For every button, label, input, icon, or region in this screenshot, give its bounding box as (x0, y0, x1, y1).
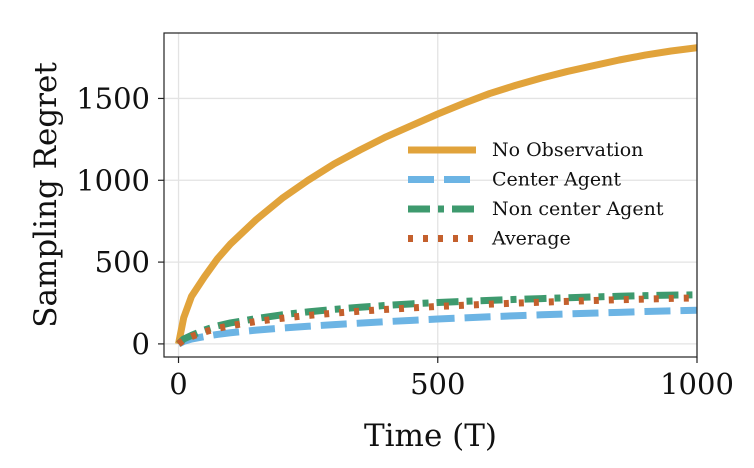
y-tick-label-0: 0 (132, 327, 150, 361)
y-tick-label-3: 1500 (76, 81, 150, 115)
series-line-average (176, 294, 697, 347)
y-tick-label-1: 500 (95, 245, 150, 279)
axis-ticks: 0 500 1000 0 500 1000 1500 (76, 81, 734, 401)
x-axis-label: Time (T) (364, 418, 497, 454)
series-line-center-agent (177, 306, 697, 348)
legend: No Observation Center Agent Non center Age… (408, 139, 664, 250)
plot-frame (163, 32, 698, 358)
x-tick-label-1: 500 (410, 367, 465, 401)
legend-label-2: Non center Agent (492, 198, 664, 220)
legend-label-1: Center Agent (492, 169, 621, 191)
x-tick-label-0: 0 (169, 367, 187, 401)
series-line-non-center-agent (176, 291, 697, 347)
y-tick-label-2: 1000 (76, 163, 150, 197)
y-axis-label: Sampling Regret (28, 62, 64, 328)
series-line-no-observation (175, 44, 697, 345)
series-lines (175, 44, 697, 348)
x-tick-label-2: 1000 (660, 367, 734, 401)
legend-label-0: No Observation (492, 139, 643, 161)
legend-label-3: Average (491, 228, 571, 250)
